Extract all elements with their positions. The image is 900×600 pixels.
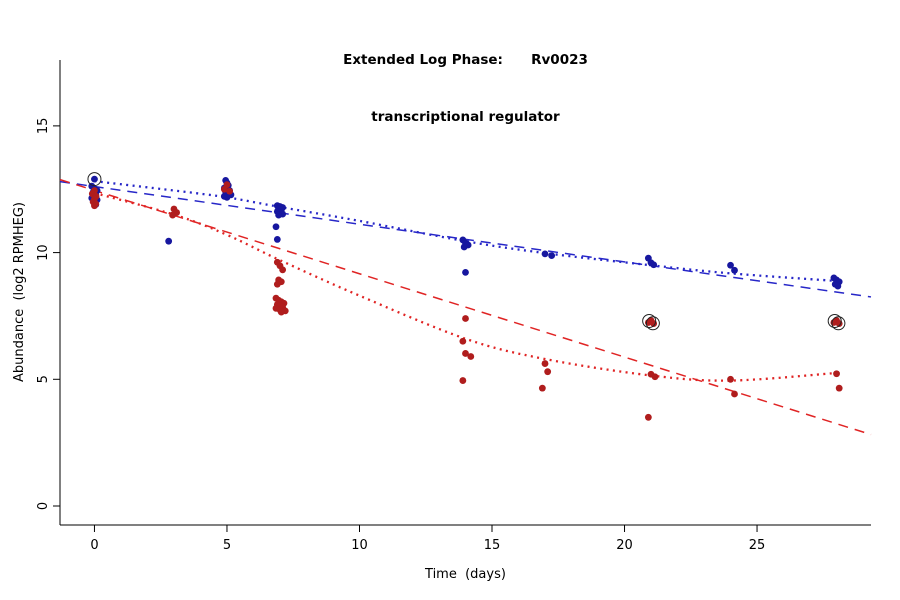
outlier-ring-marker (827, 314, 842, 329)
blue-series-point (275, 211, 283, 219)
outlier-ring-marker (831, 316, 846, 331)
chart-title-line2: transcriptional regulator (371, 109, 560, 125)
chart-title-line1: Extended Log Phase: Rv0023 (343, 52, 588, 68)
blue-series-point (91, 175, 98, 183)
blue-series-point (460, 243, 468, 251)
outlier-ring-marker (645, 316, 660, 331)
red-series-point (541, 360, 549, 367)
x-axis-label: Time (days) (425, 567, 506, 582)
red-series-point (538, 384, 546, 392)
red-series-point (169, 211, 177, 219)
x-tick-label: 0 (90, 538, 98, 553)
red-series-point (462, 350, 469, 357)
red-series-point (279, 266, 287, 274)
outlier-ring-marker (87, 172, 102, 187)
blue-series-point (273, 236, 281, 243)
y-axis-label: Abundance (log2 RPMHEG) (12, 202, 27, 383)
red-series-point (91, 202, 98, 210)
blue-series-point (727, 261, 734, 269)
red-series-point (835, 384, 843, 392)
x-tick-label: 5 (223, 538, 231, 553)
red-series-point (644, 413, 652, 421)
y-tick-label: 10 (36, 244, 51, 261)
x-tick-label: 20 (616, 538, 633, 553)
blue-series-point (462, 268, 469, 276)
red-series-point (727, 375, 734, 383)
blue-series-point (834, 282, 842, 290)
red-series-point (731, 390, 738, 398)
y-tick-label: 15 (36, 118, 51, 135)
red-series-point (220, 185, 228, 193)
red-series-point (651, 373, 659, 381)
y-tick-label: 0 (36, 502, 51, 510)
x-tick-label: 10 (351, 538, 368, 553)
blue-smooth-fit (94, 179, 837, 283)
red-series-point (467, 353, 475, 360)
x-tick-label: 25 (749, 538, 766, 553)
red-linear-fit (59, 178, 872, 436)
red-series-point (277, 308, 285, 316)
blue-series-point (731, 266, 738, 274)
blue-series-point (548, 252, 556, 260)
red-series-point (273, 280, 281, 288)
x-tick-label: 15 (484, 538, 501, 553)
chart-title: Extended Log Phase: Rv0023 transcription… (60, 13, 871, 165)
red-series-point (459, 377, 467, 384)
y-tick-label: 5 (36, 375, 51, 383)
blue-series-point (541, 250, 549, 258)
blue-series-point (650, 261, 658, 269)
red-series-point (226, 187, 234, 195)
outlier-ring-marker (642, 314, 657, 329)
blue-series-point (272, 223, 280, 231)
blue-series-point (223, 193, 231, 201)
red-smooth-fit (94, 191, 837, 382)
blue-series-point (165, 237, 173, 245)
red-series-point (459, 337, 467, 345)
red-series-point (833, 370, 840, 378)
red-series-point (544, 368, 552, 376)
red-series-point (462, 315, 469, 322)
